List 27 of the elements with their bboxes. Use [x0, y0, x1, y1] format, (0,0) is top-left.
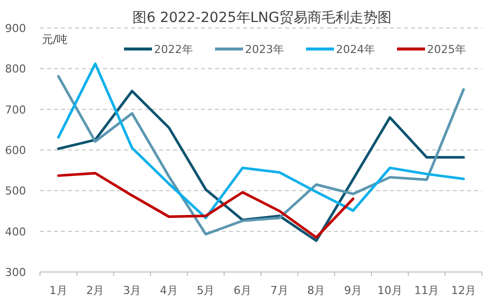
x-tick-label: 9月	[344, 284, 362, 297]
line-series	[57, 62, 465, 220]
y-tick-label: 300	[5, 266, 26, 279]
chart-title: 图6 2022-2025年LNG贸易商毛利走势图	[132, 10, 392, 26]
x-tick-label: 3月	[123, 284, 142, 297]
y-tick-label: 700	[5, 103, 26, 116]
legend-label: 2023年	[245, 43, 284, 56]
legend-label: 2024年	[336, 43, 375, 56]
y-axis-title: 元/吨	[42, 33, 68, 46]
legend-label: 2022年	[154, 43, 193, 56]
x-tick-label: 12月	[451, 284, 476, 297]
line-series	[57, 172, 354, 239]
legend-label: 2025年	[427, 43, 466, 56]
x-tick-label: 7月	[270, 284, 288, 297]
x-tick-label: 2月	[86, 284, 104, 297]
y-tick-label: 900	[5, 22, 26, 35]
y-tick-label: 400	[5, 225, 26, 238]
x-tick-label: 4月	[160, 284, 178, 297]
x-tick-label: 1月	[49, 284, 68, 297]
y-tick-label: 500	[5, 184, 26, 198]
x-tick-label: 10月	[377, 284, 402, 297]
y-tick-label: 800	[5, 62, 26, 76]
y-tick-label: 600	[5, 144, 26, 157]
x-tick-label: 8月	[307, 284, 326, 297]
x-tick-label: 5月	[196, 284, 215, 297]
x-tick-label: 6月	[234, 284, 252, 297]
x-tick-label: 11月	[414, 284, 440, 297]
